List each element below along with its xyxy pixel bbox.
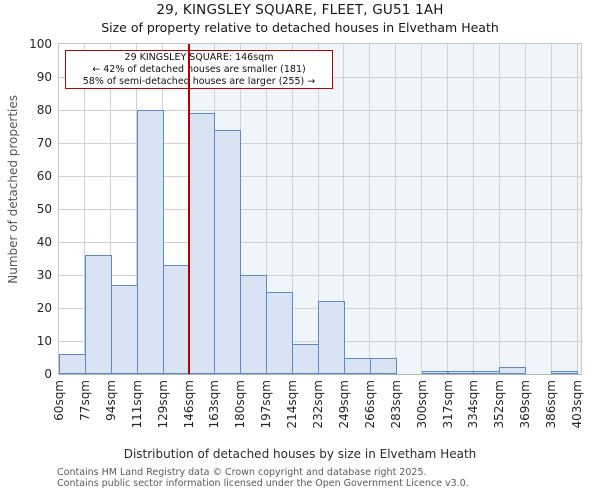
x-tick-label-214sqm: 214sqm — [285, 380, 300, 429]
x-tick-label-283sqm: 283sqm — [388, 380, 403, 429]
gridline-x-197sqm — [265, 44, 267, 374]
subject-property-marker-line — [187, 44, 190, 374]
gridline-y-80 — [59, 109, 581, 111]
bar-111sqm — [136, 110, 164, 374]
x-tick-label-180sqm: 180sqm — [233, 380, 248, 429]
bar-232sqm — [318, 301, 345, 374]
annotation-line-3: 58% of semi-detached houses are larger (… — [82, 76, 316, 88]
gridline-y-50 — [59, 208, 581, 210]
y-tick-label-10: 10 — [36, 333, 52, 348]
bar-129sqm — [162, 265, 190, 374]
chart-title: 29, KINGSLEY SQUARE, FLEET, GU51 1AH — [156, 2, 444, 18]
bar-249sqm — [343, 357, 371, 374]
y-tick-label-50: 50 — [36, 201, 52, 216]
bar-146sqm — [188, 113, 216, 374]
y-tick-label-90: 90 — [36, 69, 52, 84]
bar-352sqm — [499, 367, 527, 374]
x-tick-label-77sqm: 77sqm — [77, 380, 92, 421]
x-tick-label-249sqm: 249sqm — [336, 380, 351, 429]
gridline-x-317sqm — [447, 44, 448, 374]
x-tick-label-386sqm: 386sqm — [544, 380, 559, 429]
x-tick-label-129sqm: 129sqm — [155, 380, 170, 429]
bar-386sqm — [551, 370, 578, 374]
footer: Contains HM Land Registry data © Crown c… — [57, 467, 597, 490]
bar-214sqm — [292, 344, 319, 374]
x-tick-label-111sqm: 111sqm — [129, 380, 144, 429]
x-tick-label-60sqm: 60sqm — [52, 380, 66, 421]
y-tick-label-0: 0 — [44, 366, 52, 381]
y-tick-label-20: 20 — [36, 300, 52, 315]
x-axis-title: Distribution of detached houses by size … — [123, 447, 477, 461]
gridline-x-403sqm — [576, 44, 578, 374]
y-tick-label-60: 60 — [36, 168, 52, 183]
x-tick-label-403sqm: 403sqm — [570, 380, 584, 429]
bar-266sqm — [369, 357, 397, 374]
annotation-line-1: 29 KINGSLEY SQUARE: 146sqm — [124, 52, 274, 63]
annotation-box: 29 KINGSLEY SQUARE: 146sqm ← 42% of deta… — [65, 50, 333, 89]
gridline-y-40 — [59, 241, 581, 243]
x-tick-label-369sqm: 369sqm — [518, 380, 533, 429]
footer-line-2: Contains public sector information licen… — [57, 477, 469, 489]
y-tick-label-40: 40 — [36, 234, 52, 249]
bar-334sqm — [473, 370, 501, 374]
y-tick-label-30: 30 — [36, 267, 52, 282]
x-tick-label-232sqm: 232sqm — [311, 380, 325, 429]
x-tick-label-163sqm: 163sqm — [207, 380, 222, 429]
gridline-y-60 — [59, 175, 581, 177]
footer-line-1: Contains HM Land Registry data © Crown c… — [57, 467, 427, 478]
gridline-y-30 — [59, 274, 581, 276]
gridline-x-369sqm — [524, 44, 526, 374]
gridline-x-266sqm — [369, 44, 371, 374]
chart-subtitle: Size of property relative to detached ho… — [101, 20, 499, 35]
bar-300sqm — [421, 370, 449, 374]
plot-area: 29 KINGSLEY SQUARE: 146sqm ← 42% of deta… — [58, 43, 582, 375]
gridline-x-283sqm — [395, 44, 397, 374]
x-tick-label-94sqm: 94sqm — [103, 380, 118, 421]
y-axis-title: Number of detached properties — [6, 95, 20, 284]
bar-60sqm — [59, 354, 86, 374]
bar-197sqm — [266, 291, 294, 374]
gridline-x-249sqm — [343, 44, 345, 374]
bar-163sqm — [214, 129, 242, 374]
gridline-x-386sqm — [550, 44, 552, 374]
y-tick-label-100: 100 — [29, 36, 52, 51]
gridline-x-334sqm — [472, 44, 474, 374]
x-tick-label-334sqm: 334sqm — [466, 380, 481, 429]
y-tick-label-80: 80 — [36, 102, 52, 117]
gridline-x-300sqm — [421, 44, 423, 374]
gridline-x-214sqm — [291, 44, 293, 374]
x-tick-label-266sqm: 266sqm — [362, 380, 377, 429]
x-tick-label-300sqm: 300sqm — [414, 380, 429, 429]
bar-317sqm — [447, 370, 475, 374]
gridline-y-70 — [59, 142, 581, 144]
x-tick-label-197sqm: 197sqm — [259, 380, 274, 429]
gridline-x-232sqm — [317, 44, 319, 374]
gridline-x-77sqm — [84, 44, 86, 374]
gridline-x-94sqm — [110, 44, 112, 374]
y-tick-label-70: 70 — [36, 135, 52, 150]
bar-77sqm — [84, 255, 112, 374]
bar-180sqm — [240, 275, 268, 374]
x-tick-label-146sqm: 146sqm — [181, 380, 196, 429]
x-tick-label-317sqm: 317sqm — [440, 380, 455, 429]
gridline-x-352sqm — [498, 44, 500, 374]
annotation-line-2: ← 42% of detached houses are smaller (18… — [92, 64, 306, 76]
bar-94sqm — [110, 284, 138, 374]
x-tick-label-352sqm: 352sqm — [492, 380, 507, 429]
